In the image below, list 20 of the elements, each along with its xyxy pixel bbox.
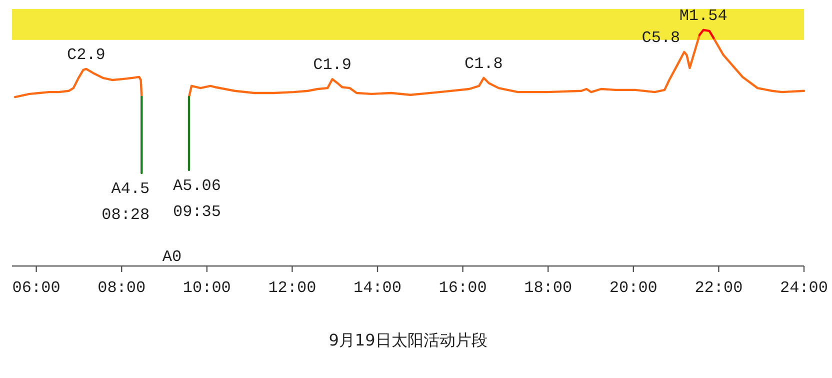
annotation: A4.5 [111,180,150,198]
x-tick-label: 12:00 [268,279,316,297]
annotation: C1.8 [464,54,503,73]
x-tick-label: 08:00 [98,279,146,297]
x-tick-label: 24:00 [780,279,828,297]
annotation: 09:35 [172,202,222,221]
x-tick-label: 06:00 [12,279,60,297]
x-tick-label: 20:00 [609,279,658,297]
annotation: A0 [162,248,182,266]
x-tick-label: 22:00 [694,279,743,297]
annotation: C1.9 [313,56,352,74]
annotation: C2.9 [67,46,106,64]
annotation: 08:28 [102,206,150,224]
x-axis-title: 9月19日太阳活动片段 [328,330,488,350]
annotation: A5.06 [172,176,222,195]
x-tick-label: 18:00 [524,279,572,297]
x-tick-label: 16:00 [438,279,487,297]
annotation: M1.54 [679,7,728,26]
x-tick-label: 14:00 [354,279,402,297]
x-tick-label: 10:00 [182,279,231,297]
